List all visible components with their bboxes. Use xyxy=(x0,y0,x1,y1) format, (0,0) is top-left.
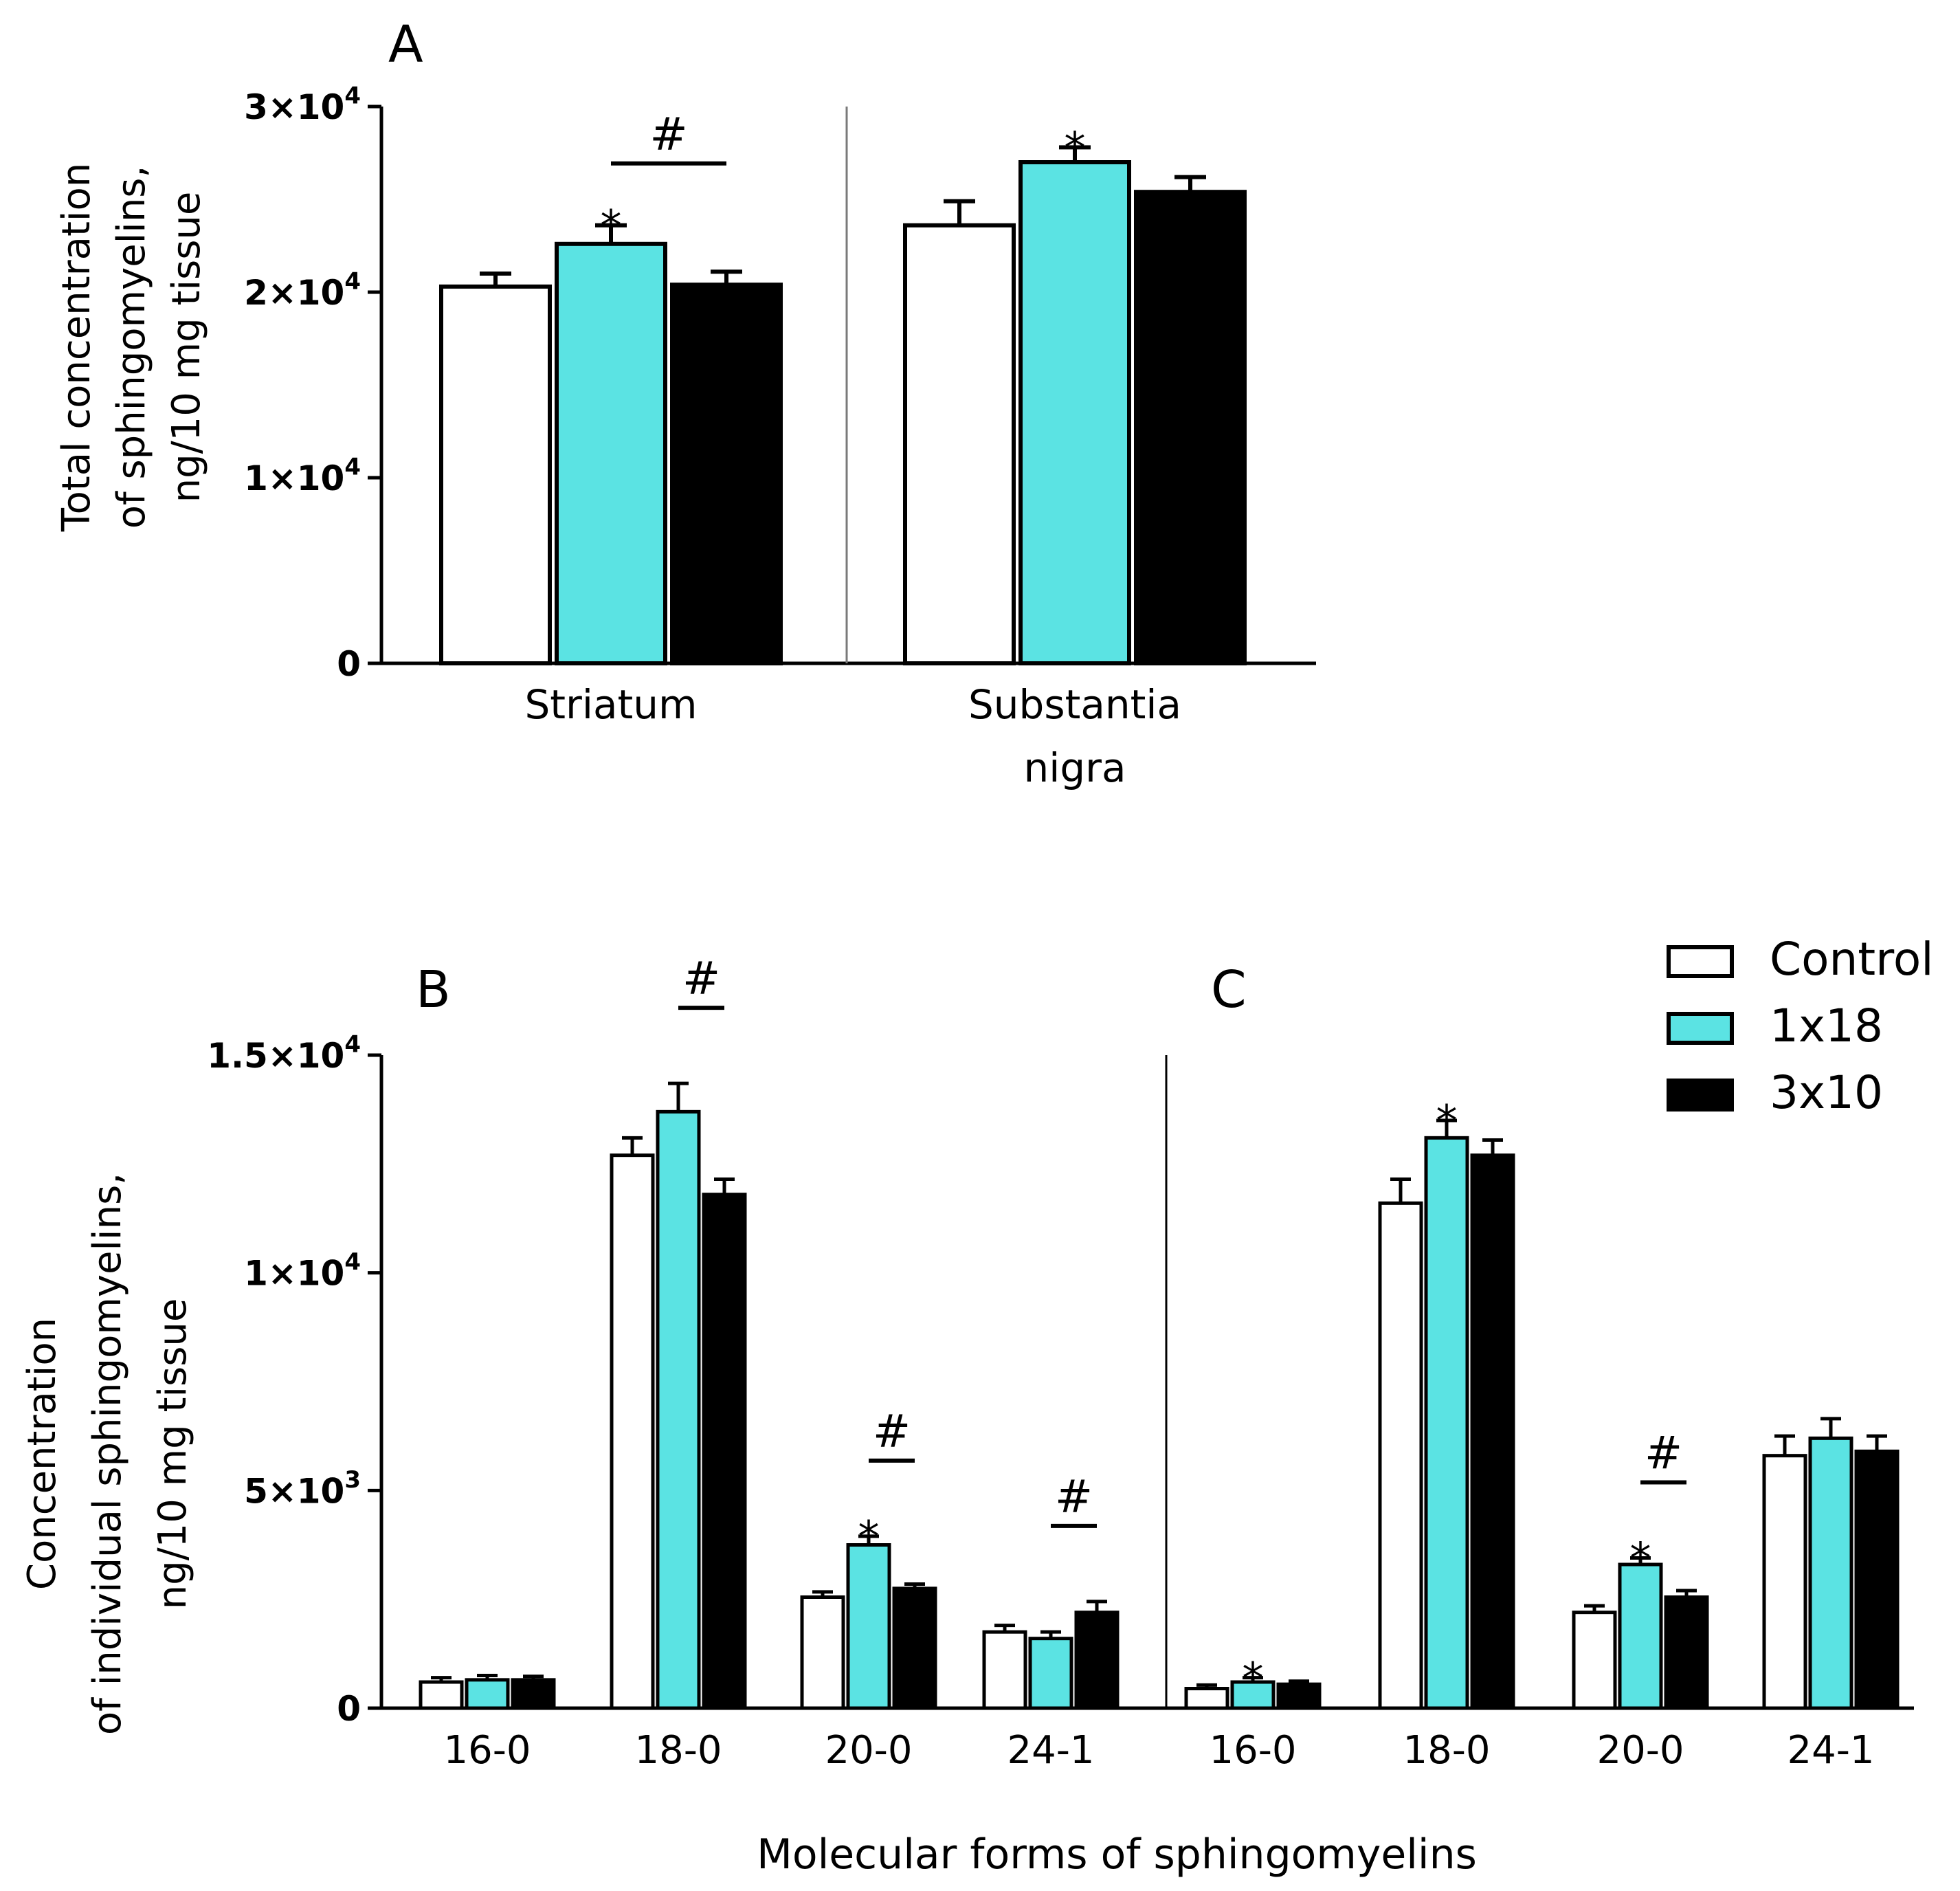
bar xyxy=(1018,160,1131,665)
panel-a-plot: * # Striatum * Substantia nigra xyxy=(439,108,1247,791)
legend-swatch-3x10 xyxy=(1667,1079,1734,1112)
shared-x-axis-label: Molecular forms of sphingomyelins xyxy=(757,1831,1477,1879)
panel-b-ylabel: Concentration of individual sphingomyeli… xyxy=(20,1173,195,1735)
bar xyxy=(610,1153,655,1710)
legend-label-3x10: 3x10 xyxy=(1770,1066,1883,1119)
significance-star: * xyxy=(1436,1096,1458,1146)
hash-marker: # xyxy=(1055,1470,1093,1523)
panel-b-plot: 16-0 #18-0 * #20-0 #24-1 xyxy=(419,952,1120,1773)
category-label: 16-0 xyxy=(443,1728,531,1773)
legend: Control 1x18 3x10 xyxy=(1667,933,1934,1119)
bar xyxy=(1424,1136,1469,1710)
bar xyxy=(419,1680,464,1710)
y-tick-label: 0 xyxy=(337,644,361,684)
significance-star: * xyxy=(1630,1534,1651,1584)
hash-marker: # xyxy=(873,1405,911,1458)
bar xyxy=(846,1543,891,1710)
bar xyxy=(1854,1449,1900,1710)
y-tick-label: 1.5×104 xyxy=(207,1031,361,1076)
y-tick-label: 1×104 xyxy=(244,454,361,499)
bar xyxy=(1074,1611,1120,1710)
panel-a-yticks: 0 1×104 2×104 3×104 xyxy=(244,82,381,684)
panel-bc: B C 0 5×103 1×104 1.5×104 16-0 #18-0 * #20-0 #2… xyxy=(20,952,1914,1879)
legend-label-control: Control xyxy=(1770,933,1934,986)
y-tick-label: 2×104 xyxy=(244,268,361,313)
bar xyxy=(1762,1454,1807,1710)
panel-a-ylabel-line-3: ng/10 mg tissue xyxy=(164,192,209,503)
hash-marker: # xyxy=(682,952,720,1005)
panel-a-letter: A xyxy=(388,15,423,74)
category-label: 18-0 xyxy=(634,1728,722,1773)
bar xyxy=(903,223,1016,665)
bar xyxy=(555,241,667,665)
category-label: 16-0 xyxy=(1209,1728,1296,1773)
legend-label-1x18: 1x18 xyxy=(1770,999,1883,1052)
bar xyxy=(1808,1436,1853,1710)
panel-c-letter: C xyxy=(1211,960,1247,1019)
category-label: Substantia xyxy=(968,681,1181,728)
bar xyxy=(465,1678,510,1710)
category-label: 18-0 xyxy=(1403,1728,1490,1773)
significance-star: * xyxy=(601,201,622,251)
bar xyxy=(1028,1637,1073,1710)
bar xyxy=(1134,190,1247,665)
bar xyxy=(1230,1680,1276,1710)
bar xyxy=(702,1193,747,1710)
y-tick-label: 3×104 xyxy=(244,82,361,128)
hash-marker: # xyxy=(1645,1427,1682,1480)
bar xyxy=(1572,1611,1617,1710)
category-label: 20-0 xyxy=(825,1728,912,1773)
bar xyxy=(1276,1682,1322,1710)
bar xyxy=(1378,1201,1423,1710)
bar xyxy=(1664,1595,1709,1710)
significance-star: * xyxy=(1243,1653,1264,1703)
panel-a-ylabel: Total concentration of sphingomyelins, n… xyxy=(54,163,209,532)
y-tick-label: 5×103 xyxy=(244,1466,361,1512)
panel-a-ylabel-line-2: of sphingomyelins, xyxy=(109,166,154,529)
panel-b-ylabel-line-1: Concentration xyxy=(20,1318,65,1590)
legend-swatch-1x18 xyxy=(1667,1012,1734,1045)
bar xyxy=(670,283,783,665)
panel-c-plot: * 16-0 * 18-0 * #20-0 24-1 xyxy=(1184,1096,1900,1773)
y-tick-label: 1×104 xyxy=(244,1248,361,1294)
category-label: nigra xyxy=(1023,744,1126,791)
panel-b-ylabel-line-2: of individual sphingomyelins, xyxy=(85,1173,130,1735)
category-label: 24-1 xyxy=(1787,1728,1874,1773)
panel-a: A 0 1×104 2×104 3×104 * # Striatum * Substantia… xyxy=(54,15,1316,791)
hash-marker: # xyxy=(649,108,687,161)
significance-star: * xyxy=(858,1512,880,1562)
panel-b-letter: B xyxy=(416,960,451,1019)
bar xyxy=(1470,1153,1515,1710)
y-tick-label: 0 xyxy=(337,1689,361,1729)
category-label: Striatum xyxy=(524,681,697,728)
panel-a-ylabel-line-1: Total concentration xyxy=(54,163,99,532)
panel-b-yticks: 0 5×103 1×104 1.5×104 xyxy=(207,1031,381,1729)
bar xyxy=(439,284,552,665)
category-label: 24-1 xyxy=(1007,1728,1094,1773)
bar xyxy=(1618,1562,1663,1710)
category-label: 20-0 xyxy=(1596,1728,1684,1773)
significance-star: * xyxy=(1065,123,1086,173)
bar xyxy=(511,1678,556,1710)
bar xyxy=(656,1109,701,1710)
bar xyxy=(800,1595,845,1710)
legend-swatch-control xyxy=(1667,945,1734,978)
panel-b-ylabel-line-3: ng/10 mg tissue xyxy=(151,1298,195,1610)
bar xyxy=(1184,1687,1229,1710)
bar xyxy=(982,1630,1027,1710)
bar xyxy=(892,1586,937,1710)
